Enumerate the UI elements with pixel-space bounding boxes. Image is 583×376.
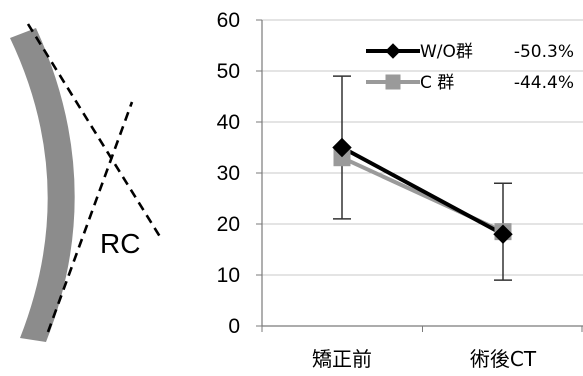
x-tick-label-1: 術後CT [470,347,537,371]
y-tick-label-60: 60 [217,9,240,32]
axes [256,19,583,332]
y-tick-label-20: 20 [217,213,240,236]
y-tick-label-0: 0 [228,315,240,338]
y-tick-label-40: 40 [217,111,240,134]
legend-marker-1 [385,74,401,90]
rc-label: RC [100,228,140,259]
y-tick-label-10: 10 [217,264,240,287]
series-point-0-0 [332,137,352,158]
series [332,137,513,244]
series-point-0-1 [493,224,513,244]
legend-change-1: -44.4% [514,73,574,93]
y-tick-labels: 0 10 20 30 40 50 60 [217,9,240,338]
x-tick-labels: 矯正前 術後CT [312,347,537,371]
rc-diagram: RC [10,23,164,342]
chart: 0 10 20 30 40 50 60 矯正前 術後CT W/O群 -50.3% C 群 -44.4… [217,9,583,371]
dashed-line-lower [46,101,134,333]
grid [262,19,583,276]
y-tick-label-30: 30 [217,162,240,185]
series-line-0 [341,145,504,236]
error-bars [333,75,512,281]
legend-marker-0 [385,43,401,59]
curved-band [10,28,75,342]
legend-name-1: C 群 [420,73,454,93]
x-tick-label-0: 矯正前 [312,347,372,371]
y-tick-label-50: 50 [217,60,240,83]
legend-name-0: W/O群 [420,42,473,62]
legend: W/O群 -50.3% C 群 -44.4% [366,42,574,93]
legend-change-0: -50.3% [514,42,574,62]
dashed-line-upper [26,23,164,241]
